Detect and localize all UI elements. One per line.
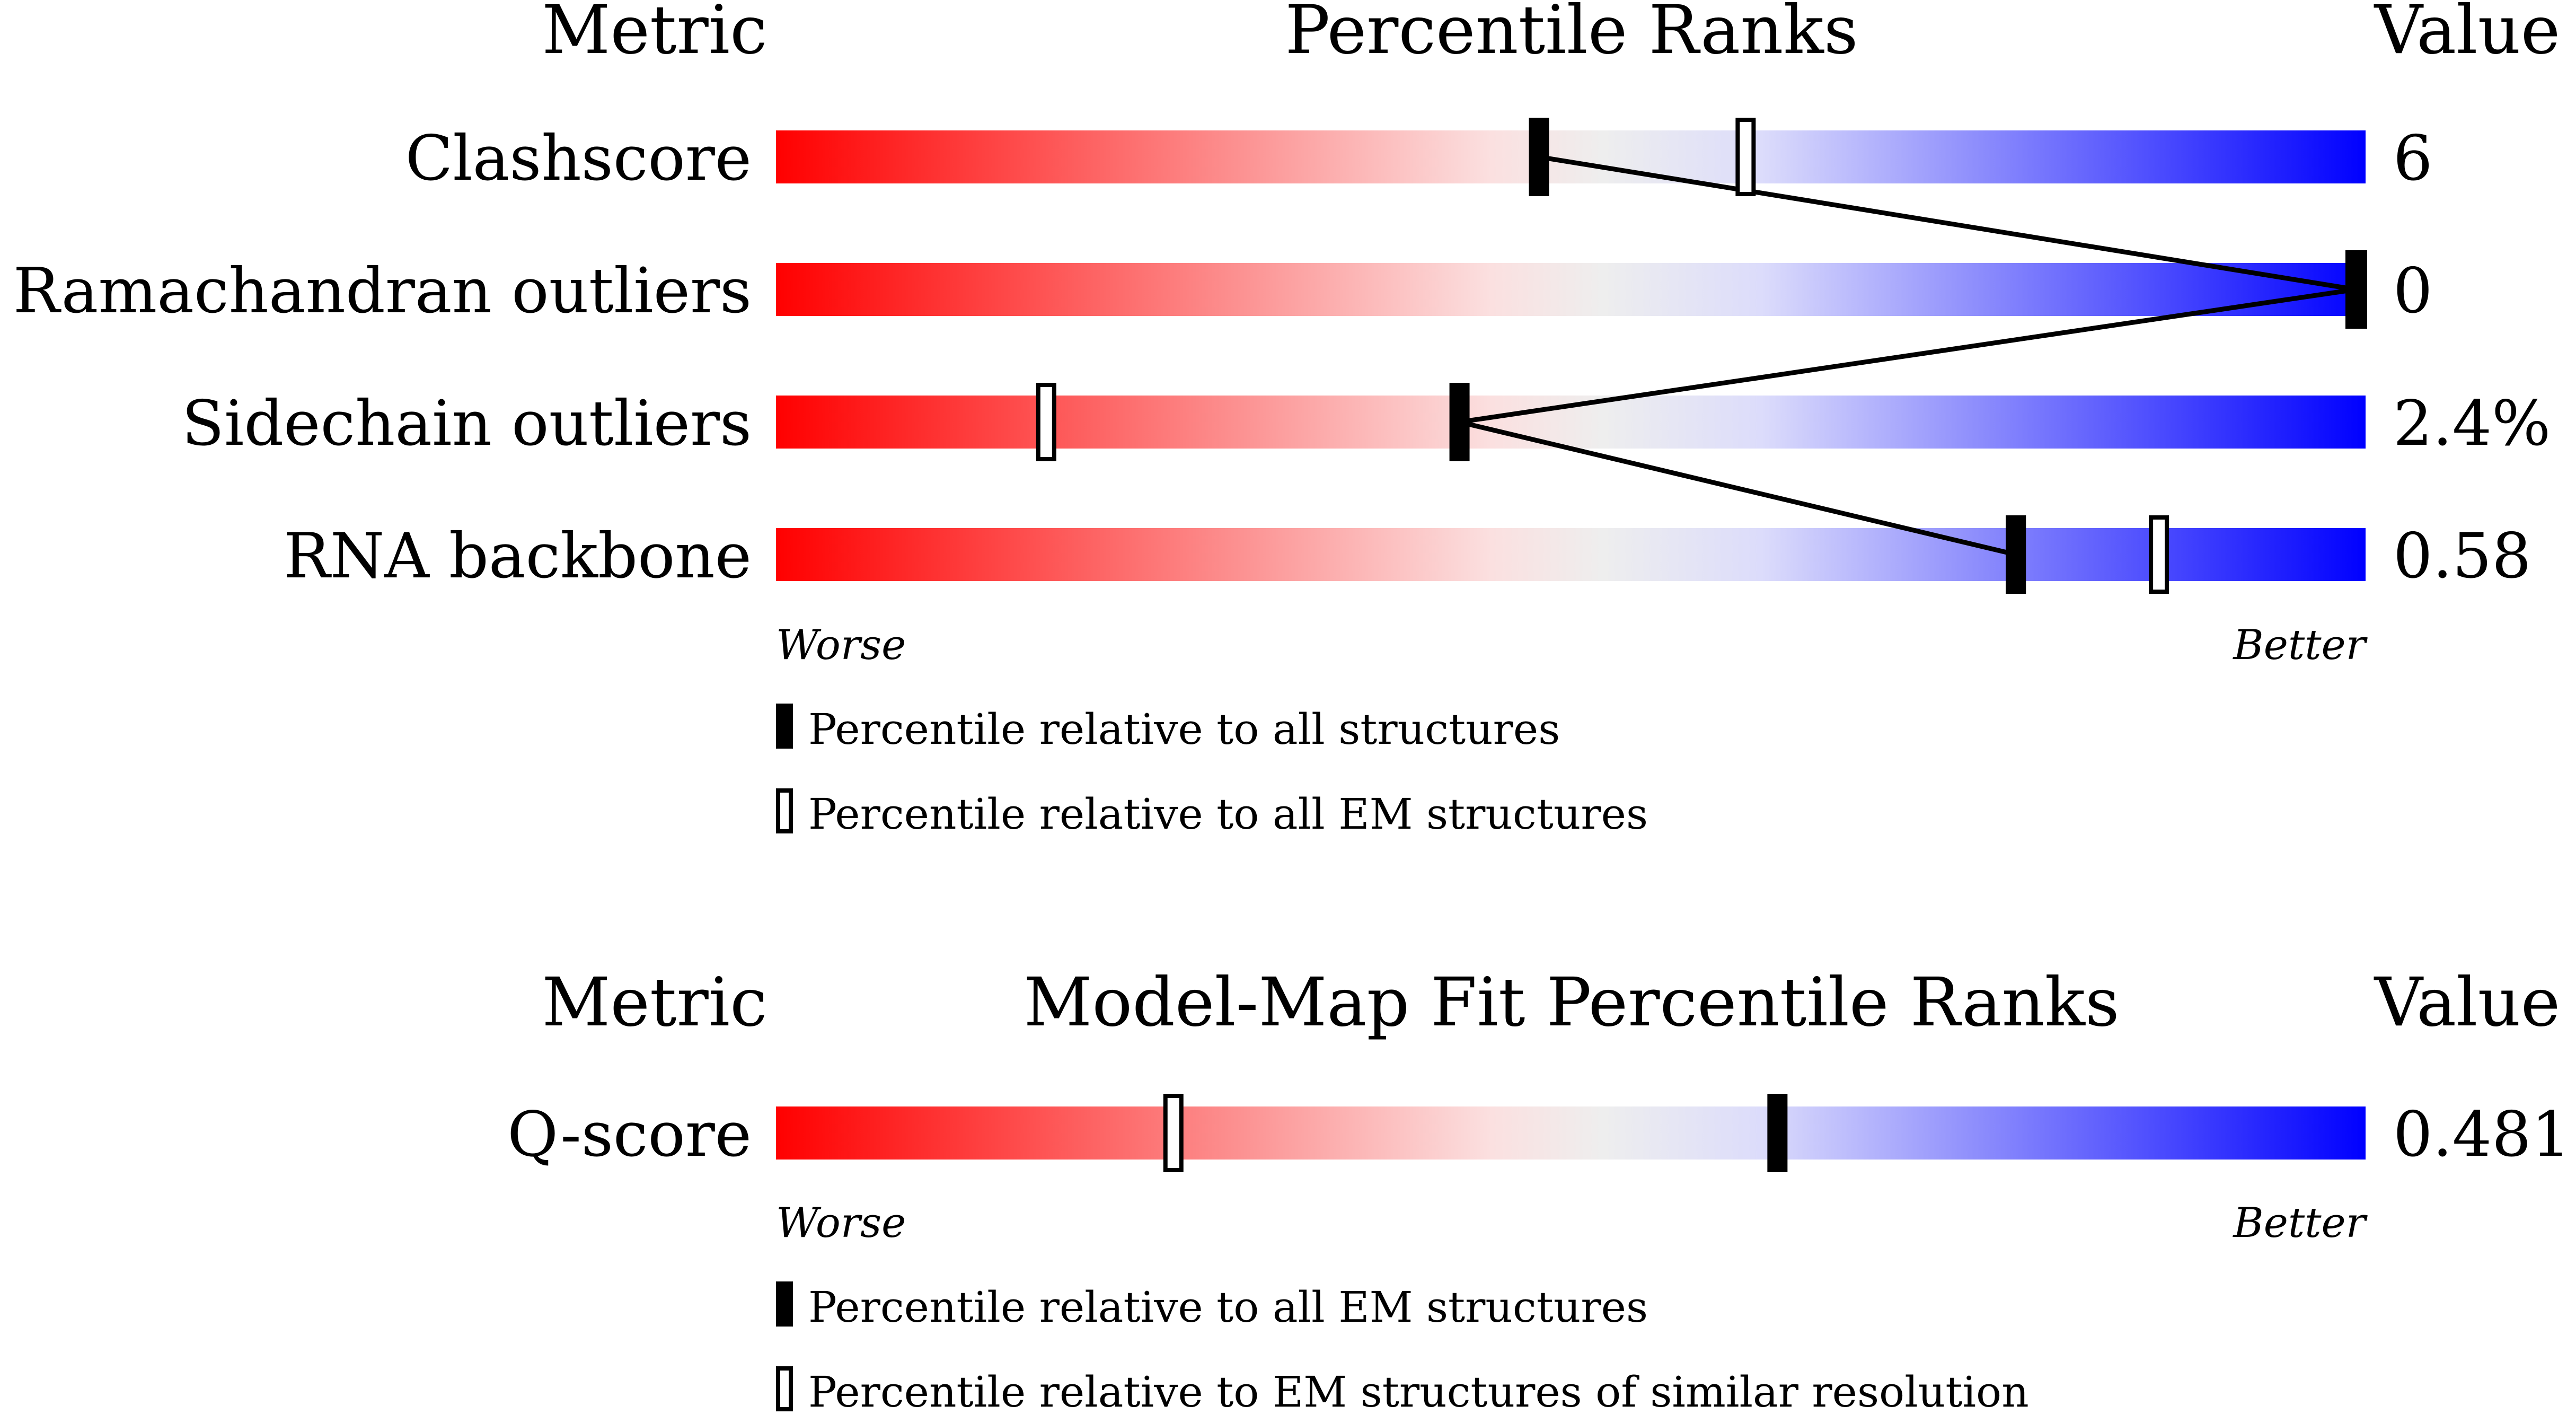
metric-value: 0 bbox=[2393, 254, 2432, 327]
panel1-value-header: Value bbox=[2374, 0, 2561, 69]
percentile-connector-line bbox=[1459, 154, 2356, 557]
percentile-bar bbox=[776, 1106, 2366, 1160]
legend-open-marker-icon bbox=[776, 788, 793, 833]
panel1-title: Percentile Ranks bbox=[1285, 0, 1858, 69]
panel1-legend: Percentile relative to all structures Pe… bbox=[776, 704, 1648, 839]
percentile-bar bbox=[776, 528, 2366, 581]
legend-filled-text: Percentile relative to all structures bbox=[808, 705, 1560, 754]
legend-filled-text: Percentile relative to all EM structures bbox=[808, 1283, 1648, 1332]
panel2-markers bbox=[1163, 1094, 1788, 1172]
panel2-value-header: Value bbox=[2374, 963, 2561, 1041]
metric-row-q-score: Q-score 0.481 bbox=[507, 1098, 2571, 1171]
metric-value: 2.4% bbox=[2393, 387, 2551, 460]
legend-open-text: Percentile relative to EM structures of … bbox=[808, 1367, 2029, 1411]
open-marker-q-score bbox=[1163, 1094, 1184, 1172]
panel1-metric-header: Metric bbox=[542, 0, 767, 69]
metric-value: 0.58 bbox=[2393, 520, 2531, 592]
legend-open-text: Percentile relative to all EM structures bbox=[808, 789, 1648, 839]
metric-label: RNA backbone bbox=[284, 520, 752, 592]
metric-value: 0.481 bbox=[2393, 1098, 2571, 1171]
open-marker-rna-backbone bbox=[2149, 515, 2169, 594]
panel1-markers bbox=[1036, 118, 2367, 594]
legend-filled-marker-icon bbox=[776, 704, 793, 749]
legend-filled-marker-icon bbox=[776, 1281, 793, 1327]
metric-label: Q-score bbox=[507, 1098, 752, 1171]
filled-marker-clashscore bbox=[1529, 118, 1549, 196]
metric-row-ramachandran-outliers: Ramachandran outliers 0 bbox=[13, 254, 2433, 327]
panel1-rows: Clashscore 6 Ramachandran outliers 0 Sid… bbox=[13, 122, 2551, 592]
metric-value: 6 bbox=[2393, 122, 2432, 195]
metric-label: Clashscore bbox=[405, 122, 752, 195]
legend-open-marker-icon bbox=[776, 1366, 793, 1411]
metric-label: Sidechain outliers bbox=[182, 387, 752, 460]
panel1-worse-label: Worse bbox=[776, 621, 906, 669]
filled-marker-ramachandran-outliers bbox=[2345, 250, 2366, 329]
filled-marker-rna-backbone bbox=[2006, 515, 2026, 594]
filled-marker-sidechain-outliers bbox=[1449, 383, 1470, 461]
open-marker-clashscore bbox=[1735, 118, 1756, 196]
panel1-better-label: Better bbox=[2232, 621, 2368, 669]
panel2-legend: Percentile relative to all EM structures… bbox=[776, 1281, 2029, 1414]
percentile-bar bbox=[776, 263, 2366, 316]
open-marker-sidechain-outliers bbox=[1036, 383, 1056, 461]
panel2-title: Model-Map Fit Percentile Ranks bbox=[1024, 963, 2119, 1041]
panel2-rows: Q-score 0.481 bbox=[507, 1098, 2571, 1171]
metric-row-sidechain-outliers: Sidechain outliers 2.4% bbox=[182, 387, 2551, 460]
metric-row-rna-backbone: RNA backbone 0.58 bbox=[284, 520, 2531, 592]
panel2-better-label: Better bbox=[2232, 1199, 2368, 1247]
filled-marker-q-score bbox=[1767, 1094, 1788, 1172]
metric-label: Ramachandran outliers bbox=[13, 254, 752, 327]
panel2-worse-label: Worse bbox=[776, 1199, 906, 1247]
metric-row-clashscore: Clashscore 6 bbox=[405, 122, 2433, 195]
panel2-metric-header: Metric bbox=[542, 963, 767, 1041]
percentile-bar bbox=[776, 130, 2366, 183]
